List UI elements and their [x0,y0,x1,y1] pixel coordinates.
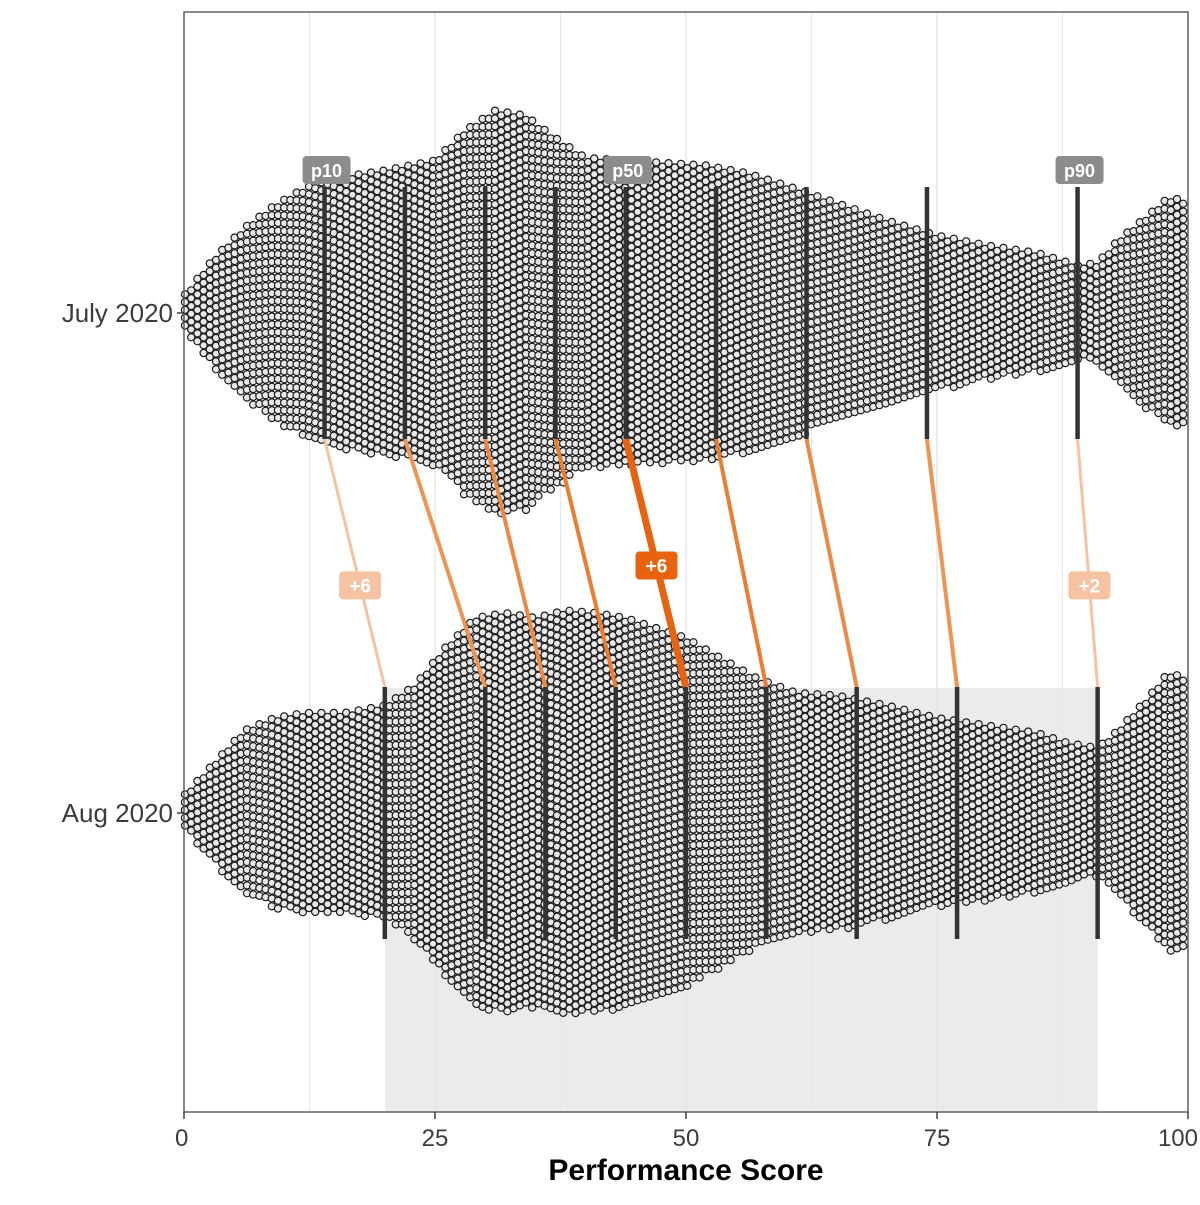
data-point [1180,411,1187,418]
data-point [1180,255,1187,262]
data-point [777,180,784,187]
data-point [789,184,796,191]
data-point [1180,317,1187,324]
data-point [1180,309,1187,316]
data-point [535,492,542,499]
data-point [566,471,573,478]
data-point [1180,216,1187,223]
data-point [1037,250,1044,257]
data-point [1180,348,1187,355]
data-point [1062,258,1069,265]
data-point [987,243,994,250]
data-point [826,197,833,204]
data-point [529,117,536,124]
data-point [1180,208,1187,215]
data-point [1180,419,1187,426]
data-point [1180,380,1187,387]
data-point [566,144,573,151]
data-point [1180,200,1187,207]
data-point [1180,263,1187,270]
data-point [851,206,858,213]
data-point [888,218,895,225]
data-point [950,235,957,242]
data-point [1180,341,1187,348]
data-point [727,167,734,174]
data-point [1180,278,1187,285]
data-point [739,169,746,176]
data-point [522,506,529,513]
data-point [913,226,920,233]
data-point [1012,246,1019,253]
data-point [1180,395,1187,402]
data-point [547,486,554,493]
data-point [938,233,945,240]
data-point [814,193,821,200]
data-point [578,152,585,159]
data-point [1180,239,1187,246]
data-point [1180,372,1187,379]
data-point [702,162,709,169]
data-point [367,450,374,457]
data-point [343,446,350,453]
data-point [1180,231,1187,238]
data-point [1180,302,1187,309]
data-point [1180,364,1187,371]
data-point [1000,244,1007,251]
data-point [876,214,883,221]
data-point [715,164,722,171]
data-point [1180,270,1187,277]
data-point [553,135,560,142]
data-point [1180,224,1187,231]
data-point [1180,356,1187,363]
data-point [1180,286,1187,293]
data-point [1173,196,1180,203]
data-point [963,238,970,245]
data-point [1180,325,1187,332]
data-point [504,109,511,116]
data-point [1180,403,1187,410]
data-point [1180,247,1187,254]
data-point [975,240,982,247]
data-point [1025,248,1032,255]
data-point [392,453,399,460]
data-point [491,107,498,114]
data-point [764,176,771,183]
data-point [901,222,908,229]
data-point [1049,254,1056,261]
data-point [1180,333,1187,340]
data-point [863,210,870,217]
data-point [529,499,536,506]
data-point [516,111,523,118]
data-point [839,201,846,208]
data-point [1180,294,1187,301]
data-point [752,172,759,179]
data-point [541,126,548,133]
data-point [1180,387,1187,394]
